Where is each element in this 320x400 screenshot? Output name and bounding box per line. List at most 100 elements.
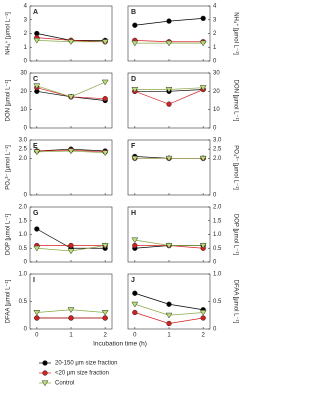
marker xyxy=(67,94,75,101)
panel-label: D xyxy=(131,76,136,83)
y-tick-label: 2 xyxy=(24,31,28,37)
marker xyxy=(101,150,109,157)
y-tick-label: 30 xyxy=(213,71,220,77)
marker xyxy=(166,320,172,327)
x-axis-label: Incubation time (h) xyxy=(93,341,147,348)
marker xyxy=(33,37,41,44)
y-axis-label: NH₄⁺ [µmol L⁻¹] xyxy=(232,12,239,55)
x-tick-label: 0 xyxy=(35,333,39,339)
marker xyxy=(131,237,139,244)
legend-label: Control xyxy=(55,381,74,387)
panel-label: B xyxy=(131,9,136,16)
y-tick-label: 0 xyxy=(213,126,217,132)
marker xyxy=(34,226,40,232)
panel-label: A xyxy=(33,9,38,16)
marker xyxy=(131,40,139,47)
y-tick-label: 0 xyxy=(213,327,217,333)
marker xyxy=(166,101,172,107)
y-tick-label: 0 xyxy=(24,193,28,199)
y-axis-label: DFAA [µmol L⁻¹] xyxy=(232,280,238,324)
marker xyxy=(68,242,74,249)
x-tick-label: 2 xyxy=(201,333,205,339)
y-tick-label: 2.0 xyxy=(213,156,222,162)
marker xyxy=(199,40,207,47)
y-axis-label: PO₄³⁻ [µmol L⁻¹] xyxy=(232,145,238,190)
plot-frame xyxy=(127,139,211,196)
marker xyxy=(199,310,207,316)
marker xyxy=(132,309,138,316)
y-tick-label: 3 xyxy=(24,17,28,23)
legend-label: <20 µm size fraction xyxy=(55,371,109,377)
y-tick-label: 1.0 xyxy=(213,232,222,238)
marker xyxy=(101,243,109,249)
marker xyxy=(132,242,138,249)
y-axis-label: DON [µmol L⁻¹] xyxy=(6,79,12,121)
y-tick-label: 2.0 xyxy=(19,156,28,162)
marker xyxy=(166,301,172,307)
marker xyxy=(166,18,172,24)
y-axis-label: NH₄⁺ [µmol L⁻¹] xyxy=(5,12,12,55)
panel-label: G xyxy=(33,210,39,217)
y-tick-label: 3 xyxy=(213,17,217,23)
y-tick-label: 1.5 xyxy=(19,218,28,224)
marker xyxy=(131,301,139,308)
marker xyxy=(165,40,173,47)
panel-label: C xyxy=(33,76,38,83)
legend-label: 20-150 µm size fraction xyxy=(55,361,117,367)
y-tick-label: 0 xyxy=(213,59,217,65)
y-tick-label: 1.0 xyxy=(213,272,222,278)
y-tick-label: 1 xyxy=(213,45,217,51)
marker xyxy=(199,155,207,162)
marker xyxy=(200,15,206,22)
y-tick-label: 0.5 xyxy=(19,299,28,305)
y-tick-label: 0.5 xyxy=(19,246,28,252)
y-tick-label: 0 xyxy=(24,126,28,132)
legend-marker xyxy=(42,360,48,366)
y-tick-label: 1.0 xyxy=(19,232,28,238)
panel-label: F xyxy=(131,143,136,150)
y-tick-label: 0.5 xyxy=(213,299,222,305)
x-tick-label: 2 xyxy=(103,333,107,339)
figure: A 0 1 2 3 4 NH₄⁺ [µmol L⁻¹] B 0 1 2 3 4 NH₄⁺ [µmol L⁻… xyxy=(5,4,240,387)
marker xyxy=(165,87,173,93)
y-tick-label: 0 xyxy=(24,260,28,266)
y-tick-label: 0.5 xyxy=(213,246,222,252)
x-tick-label: 0 xyxy=(133,333,137,339)
y-axis-label: DOP [µmol L⁻¹] xyxy=(6,214,12,256)
marker xyxy=(67,148,75,155)
marker xyxy=(165,312,173,319)
y-axis-label: DOP [µmol L⁻¹] xyxy=(232,214,238,256)
y-tick-label: 2.0 xyxy=(213,205,222,211)
plot-frame xyxy=(29,72,113,129)
marker xyxy=(199,85,207,91)
panel-label: I xyxy=(33,277,35,284)
y-tick-label: 3.0 xyxy=(19,138,28,144)
marker xyxy=(68,315,74,321)
marker xyxy=(200,315,206,321)
plot-frame xyxy=(127,273,211,330)
x-tick-label: 1 xyxy=(167,333,171,339)
y-tick-label: 20 xyxy=(20,89,27,95)
marker xyxy=(199,243,207,249)
y-tick-label: 4 xyxy=(213,4,217,10)
marker xyxy=(101,39,109,46)
marker xyxy=(33,245,41,252)
marker xyxy=(102,315,108,321)
plot-frame xyxy=(29,273,113,330)
marker xyxy=(131,155,139,162)
marker xyxy=(132,290,138,296)
y-tick-label: 10 xyxy=(213,107,220,113)
y-tick-label: 3.0 xyxy=(213,138,222,144)
panel-label: J xyxy=(131,277,135,284)
y-tick-label: 1 xyxy=(24,45,28,51)
y-tick-label: 2 xyxy=(213,31,217,37)
y-tick-label: 0 xyxy=(213,193,217,199)
marker xyxy=(33,149,41,156)
marker xyxy=(132,22,138,28)
y-tick-label: 2.5 xyxy=(213,147,222,153)
plot-frame xyxy=(29,5,113,62)
panel-label: H xyxy=(131,210,136,217)
y-tick-label: 1.0 xyxy=(19,272,28,278)
y-tick-label: 30 xyxy=(20,71,27,77)
y-tick-label: 0 xyxy=(24,59,28,65)
